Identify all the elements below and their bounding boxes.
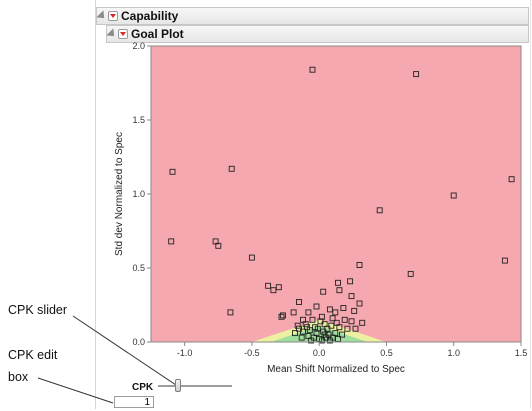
cpk-edit-callout-line2: box	[8, 370, 29, 384]
cpk-slider-thumb[interactable]	[175, 379, 181, 392]
data-point	[309, 66, 316, 73]
data-point	[278, 313, 285, 320]
data-point	[290, 309, 297, 316]
data-point	[348, 293, 355, 300]
data-point	[347, 278, 354, 285]
data-point	[296, 299, 302, 305]
x-tick-label: -1.0	[177, 348, 193, 358]
data-point	[329, 315, 336, 322]
data-point	[508, 176, 515, 183]
y-tick-label: 2.0	[132, 41, 145, 51]
goal-plot-title: Goal Plot	[131, 27, 184, 41]
cpk-edit-callout: CPK edit box	[8, 344, 57, 388]
y-tick-label: 0.5	[132, 263, 145, 273]
x-tick-label: 1.5	[515, 348, 528, 358]
data-points	[168, 66, 515, 344]
y-tick-label: 1.0	[132, 189, 145, 199]
red-triangle-menu-icon[interactable]	[108, 11, 118, 21]
data-point	[270, 287, 277, 294]
data-point	[359, 319, 366, 326]
data-point	[326, 306, 333, 313]
y-tick-label: 0.0	[132, 337, 145, 347]
cpk-slider-track[interactable]	[158, 385, 232, 387]
capability-outline-header[interactable]: Capability	[96, 7, 529, 25]
data-point	[294, 322, 301, 329]
data-point	[320, 288, 327, 295]
cpk-slider-callout: CPK slider	[8, 303, 68, 317]
data-point	[356, 262, 363, 268]
data-point	[407, 270, 414, 277]
y-axis-ticks: 0.0 0.5 1.0 1.5 2.0	[132, 41, 151, 347]
data-point	[339, 331, 346, 338]
data-point	[265, 282, 272, 289]
data-point	[309, 316, 316, 323]
data-point	[341, 316, 348, 323]
cpk-edit-callout-line1: CPK edit	[8, 348, 58, 362]
data-point	[324, 325, 331, 332]
data-point	[169, 168, 176, 175]
data-point	[335, 279, 341, 286]
data-point	[308, 337, 315, 344]
x-axis-ticks: -1.0 -0.5 0.0 0.5 1.0 1.5	[177, 342, 527, 358]
red-triangle-menu-icon[interactable]	[118, 29, 128, 39]
data-point	[168, 238, 175, 245]
data-point	[227, 309, 234, 316]
data-point	[318, 337, 325, 344]
data-point	[305, 309, 312, 316]
data-point	[450, 192, 457, 199]
data-point	[215, 242, 222, 249]
x-tick-label: -0.5	[244, 348, 260, 358]
x-tick-label: 0.5	[380, 348, 393, 358]
cpk-edit-box[interactable]	[114, 396, 154, 408]
data-point	[298, 334, 305, 341]
data-point	[296, 325, 302, 332]
data-point	[275, 284, 282, 291]
plot-area-red-region	[151, 46, 521, 342]
data-point	[228, 165, 235, 172]
capability-title: Capability	[121, 9, 179, 23]
data-point	[348, 318, 355, 325]
data-point	[279, 312, 286, 319]
data-point	[314, 325, 321, 332]
data-point	[376, 207, 383, 214]
data-point	[344, 325, 351, 332]
data-point	[302, 321, 309, 328]
cpk-label: CPK	[132, 382, 154, 393]
data-point	[318, 313, 325, 320]
data-point	[351, 307, 358, 314]
data-point	[292, 330, 298, 337]
data-point	[248, 254, 255, 261]
cpk-slider-callout-line	[72, 315, 177, 386]
data-point	[304, 324, 311, 331]
data-point	[356, 300, 363, 307]
data-point	[321, 331, 328, 338]
data-point	[336, 287, 343, 294]
goal-plot-outline-header[interactable]: Goal Plot	[106, 25, 529, 43]
data-point	[413, 71, 420, 78]
x-axis-label: Mean Shift Normalized to Spec	[267, 364, 405, 375]
data-point	[333, 319, 340, 326]
data-point	[313, 303, 320, 310]
x-tick-label: 1.0	[447, 348, 460, 358]
cpk-edit-callout-line	[37, 377, 114, 404]
data-point	[352, 325, 359, 332]
y-tick-label: 1.5	[132, 115, 145, 125]
data-point	[332, 309, 339, 316]
data-point	[317, 318, 324, 325]
data-point	[501, 257, 508, 264]
x-tick-label: 0.0	[313, 348, 326, 358]
data-point	[340, 305, 347, 311]
data-point	[326, 337, 333, 344]
y-axis-label: Std dev Normalized to Spec	[114, 132, 125, 256]
